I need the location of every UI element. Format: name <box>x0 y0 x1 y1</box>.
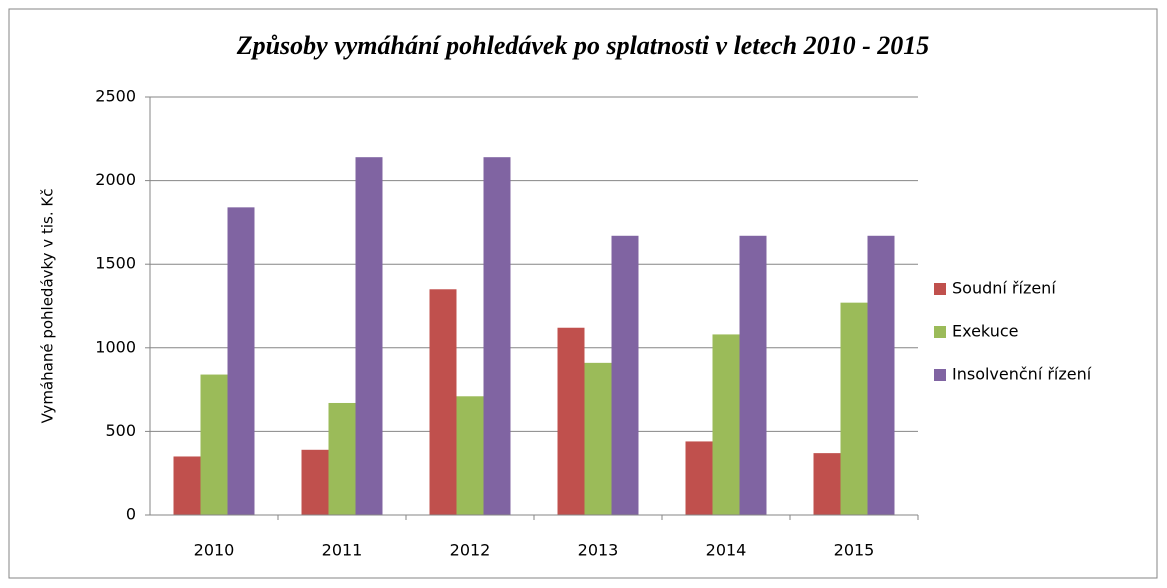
bar <box>483 157 511 515</box>
bar <box>813 453 841 515</box>
legend-label: Soudní řízení <box>952 279 1056 298</box>
legend-swatch <box>934 369 946 381</box>
bar <box>355 157 383 515</box>
bar <box>867 235 895 515</box>
bar <box>456 396 484 515</box>
bar <box>712 334 740 515</box>
bar <box>301 449 329 515</box>
x-tick-label: 2013 <box>578 541 619 560</box>
x-tick-label: 2015 <box>834 541 875 560</box>
y-tick-label: 2000 <box>95 170 136 189</box>
legend-label: Insolvenční řízení <box>952 365 1092 384</box>
bar <box>584 362 612 515</box>
bar <box>200 374 228 515</box>
x-tick-label: 2011 <box>322 541 363 560</box>
bar <box>429 289 457 515</box>
bar <box>739 235 767 515</box>
legend-label: Exekuce <box>952 322 1018 341</box>
bar <box>557 327 585 515</box>
y-axis-label: Vymáhané pohledávky v tis. Kč <box>39 189 57 424</box>
y-tick-label: 1500 <box>95 254 136 273</box>
y-tick-label: 1000 <box>95 337 136 356</box>
y-tick-label: 500 <box>105 421 136 440</box>
bar <box>173 456 201 515</box>
x-tick-label: 2012 <box>450 541 491 560</box>
x-tick-label: 2010 <box>194 541 235 560</box>
bar <box>227 207 255 516</box>
x-tick-label: 2014 <box>706 541 747 560</box>
bar <box>685 441 713 515</box>
bar <box>840 302 868 515</box>
legend-swatch <box>934 326 946 338</box>
bar <box>328 402 356 515</box>
legend-swatch <box>934 283 946 295</box>
chart-title: Způsoby vymáhání pohledávek po splatnost… <box>236 31 930 60</box>
bar <box>611 235 639 515</box>
y-tick-label: 2500 <box>95 87 136 106</box>
y-tick-label: 0 <box>126 505 136 524</box>
